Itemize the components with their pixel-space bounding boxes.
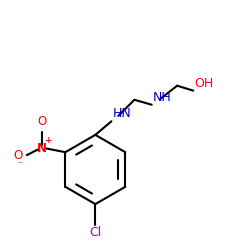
- Text: ⁻: ⁻: [18, 160, 23, 170]
- Text: O: O: [14, 150, 23, 162]
- Text: O: O: [37, 115, 46, 128]
- Text: +: +: [45, 136, 53, 145]
- Text: NH: NH: [152, 91, 171, 104]
- Text: OH: OH: [194, 77, 213, 90]
- Text: N: N: [37, 142, 47, 155]
- Text: HN: HN: [113, 107, 132, 120]
- Text: Cl: Cl: [89, 226, 102, 239]
